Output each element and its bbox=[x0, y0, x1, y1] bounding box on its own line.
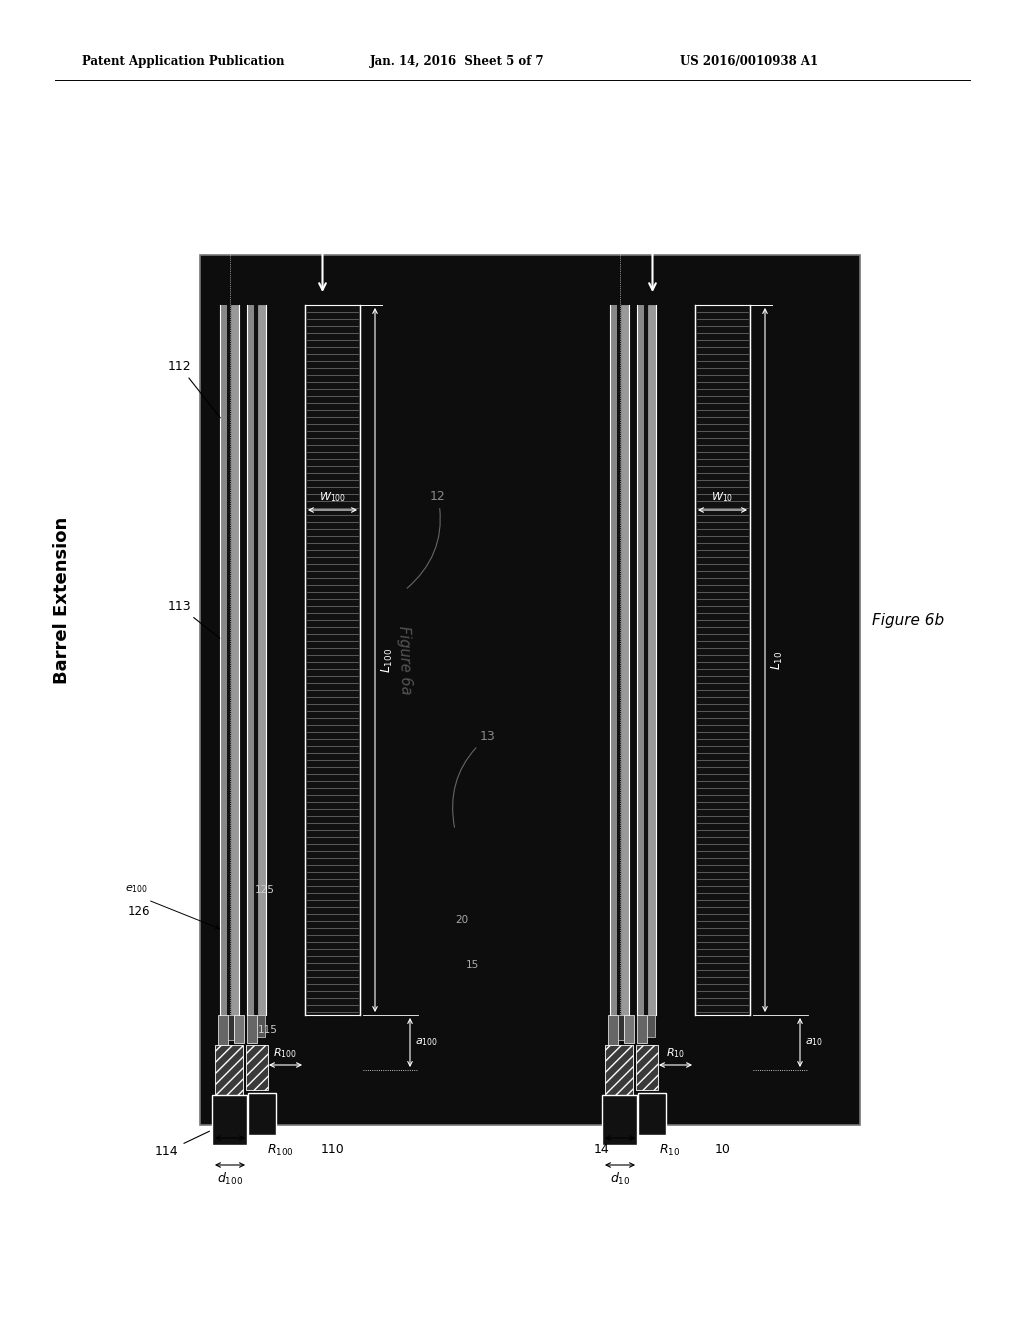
Bar bbox=[231, 305, 239, 1015]
Text: 115: 115 bbox=[258, 1026, 278, 1035]
Text: $a_{100}$: $a_{100}$ bbox=[415, 1036, 438, 1048]
Bar bbox=[624, 1015, 634, 1043]
Bar bbox=[218, 1015, 228, 1045]
Text: 10: 10 bbox=[715, 1143, 730, 1156]
Bar bbox=[695, 305, 750, 1015]
Bar bbox=[608, 1015, 618, 1045]
Text: $L_{100}$: $L_{100}$ bbox=[380, 647, 395, 673]
Bar bbox=[228, 1015, 234, 1040]
Text: 12: 12 bbox=[408, 490, 445, 589]
Bar bbox=[246, 1045, 268, 1090]
Bar bbox=[234, 1015, 244, 1043]
Text: $R_{10}$: $R_{10}$ bbox=[666, 1047, 685, 1060]
Bar bbox=[637, 305, 644, 1015]
Text: $R_{100}$: $R_{100}$ bbox=[273, 1047, 298, 1060]
Text: 13: 13 bbox=[453, 730, 496, 828]
Text: 15: 15 bbox=[465, 960, 478, 970]
Bar bbox=[212, 1096, 247, 1144]
Text: 112: 112 bbox=[168, 360, 220, 418]
Text: US 2016/0010938 A1: US 2016/0010938 A1 bbox=[680, 55, 818, 69]
Text: $R_{10}$: $R_{10}$ bbox=[659, 1143, 681, 1158]
Text: $W_{10}$: $W_{10}$ bbox=[712, 490, 733, 504]
Text: Jan. 14, 2016  Sheet 5 of 7: Jan. 14, 2016 Sheet 5 of 7 bbox=[370, 55, 545, 69]
Text: 126: 126 bbox=[128, 906, 150, 917]
Text: Figure 6a: Figure 6a bbox=[396, 626, 414, 694]
Bar bbox=[617, 305, 621, 1015]
Text: $F_{100}$: $F_{100}$ bbox=[327, 228, 349, 242]
Bar bbox=[227, 305, 231, 1015]
Bar bbox=[215, 1045, 243, 1096]
Bar bbox=[621, 305, 629, 1015]
Bar bbox=[610, 305, 617, 1015]
Text: $R_{100}$: $R_{100}$ bbox=[266, 1143, 294, 1158]
Text: $d_{100}$: $d_{100}$ bbox=[217, 1171, 243, 1187]
Text: Figure 6b: Figure 6b bbox=[872, 612, 944, 627]
Text: 113: 113 bbox=[168, 601, 220, 639]
Text: 125: 125 bbox=[255, 884, 274, 895]
Text: 14: 14 bbox=[594, 1143, 610, 1156]
Text: $F_{10}$: $F_{10}$ bbox=[656, 228, 674, 242]
Text: $d_{10}$: $d_{10}$ bbox=[609, 1171, 630, 1187]
Text: Patent Application Publication: Patent Application Publication bbox=[82, 55, 285, 69]
Text: $a_{10}$: $a_{10}$ bbox=[805, 1036, 823, 1048]
Bar bbox=[247, 305, 254, 1015]
Bar bbox=[248, 1093, 276, 1135]
Bar bbox=[638, 1093, 666, 1135]
Text: Barrel Extension: Barrel Extension bbox=[53, 516, 71, 684]
Bar bbox=[257, 1015, 265, 1038]
Bar bbox=[637, 1015, 647, 1043]
Bar bbox=[258, 305, 266, 1015]
Text: $e_{100}$: $e_{100}$ bbox=[125, 883, 148, 895]
Bar bbox=[648, 305, 656, 1015]
Bar bbox=[254, 305, 258, 1015]
Bar bbox=[636, 1045, 658, 1090]
Bar bbox=[618, 1015, 624, 1040]
Bar bbox=[605, 1045, 633, 1096]
Bar bbox=[220, 305, 227, 1015]
Text: $M_{100}$: $M_{100}$ bbox=[369, 206, 394, 220]
Bar bbox=[602, 1096, 637, 1144]
Bar bbox=[247, 1015, 257, 1043]
Bar bbox=[647, 1015, 655, 1038]
Bar bbox=[200, 255, 860, 1125]
Text: 20: 20 bbox=[456, 915, 469, 925]
Text: 110: 110 bbox=[321, 1143, 344, 1156]
Text: $M_{10}$: $M_{10}$ bbox=[696, 206, 718, 220]
Text: $W_{100}$: $W_{100}$ bbox=[318, 490, 346, 504]
Text: $L_{10}$: $L_{10}$ bbox=[770, 651, 785, 669]
Bar bbox=[305, 305, 360, 1015]
Bar bbox=[644, 305, 648, 1015]
Text: 114: 114 bbox=[155, 1131, 210, 1158]
